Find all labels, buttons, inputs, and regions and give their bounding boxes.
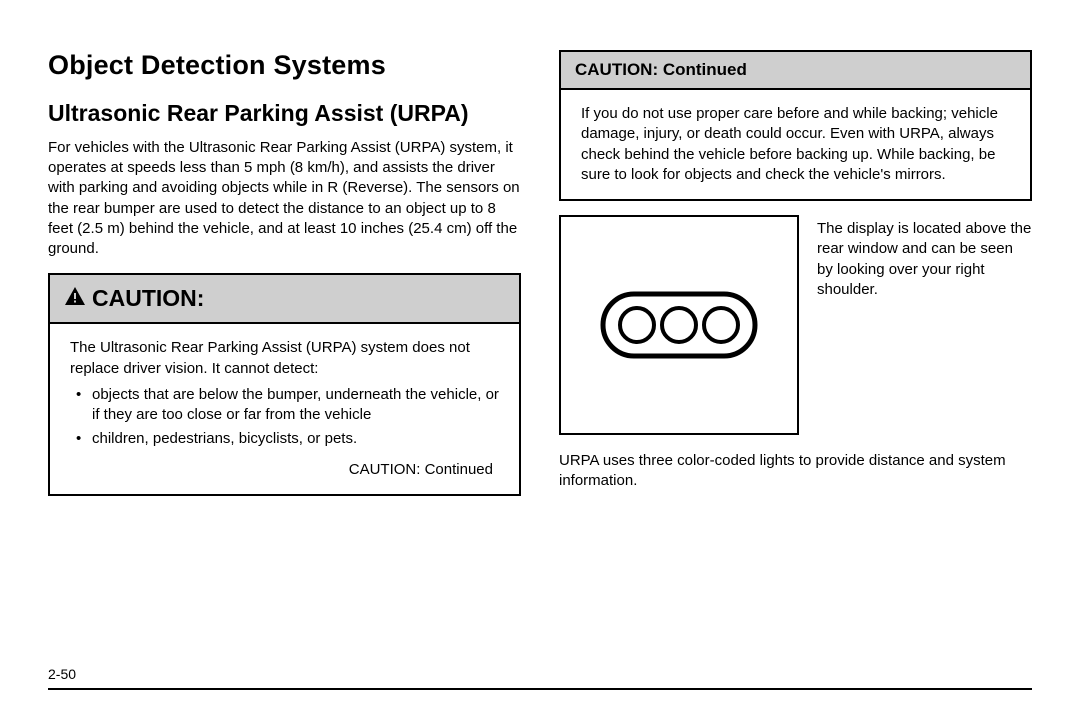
caution-bullet: objects that are below the bumper, under… xyxy=(92,385,499,426)
caution-lead: The Ultrasonic Rear Parking Assist (URPA… xyxy=(70,338,499,379)
caution-bullet-list: objects that are below the bumper, under… xyxy=(70,385,499,450)
warning-icon xyxy=(64,286,86,312)
caution-continued-header: CAUTION: Continued xyxy=(561,52,1030,90)
subsection-title: Ultrasonic Rear Parking Assist (URPA) xyxy=(48,99,521,128)
caution-continued-box: CAUTION: Continued If you do not use pro… xyxy=(559,50,1032,201)
page-footer: 2-50 xyxy=(48,666,1032,690)
caution-body: The Ultrasonic Rear Parking Assist (URPA… xyxy=(50,324,519,494)
display-figure-row: The display is located above the rear wi… xyxy=(559,215,1032,435)
caution-header: CAUTION: xyxy=(50,275,519,324)
caution-bullet: children, pedestrians, bicyclists, or pe… xyxy=(92,429,499,449)
caution-continued-note: CAUTION: Continued xyxy=(70,460,499,480)
caution-box: CAUTION: The Ultrasonic Rear Parking Ass… xyxy=(48,273,521,496)
three-lights-icon xyxy=(599,290,759,360)
caution-label: CAUTION: xyxy=(92,285,204,312)
intro-paragraph: For vehicles with the Ultrasonic Rear Pa… xyxy=(48,138,521,260)
section-title: Object Detection Systems xyxy=(48,50,521,81)
footer-rule xyxy=(48,688,1032,690)
page-number: 2-50 xyxy=(48,666,84,688)
left-column: Object Detection Systems Ultrasonic Rear… xyxy=(48,50,521,510)
caution-continued-body: If you do not use proper care before and… xyxy=(561,90,1030,199)
right-column: CAUTION: Continued If you do not use pro… xyxy=(559,50,1032,510)
closing-paragraph: URPA uses three color-coded lights to pr… xyxy=(559,451,1032,492)
urpa-display-figure xyxy=(559,215,799,435)
display-caption: The display is located above the rear wi… xyxy=(817,215,1032,435)
